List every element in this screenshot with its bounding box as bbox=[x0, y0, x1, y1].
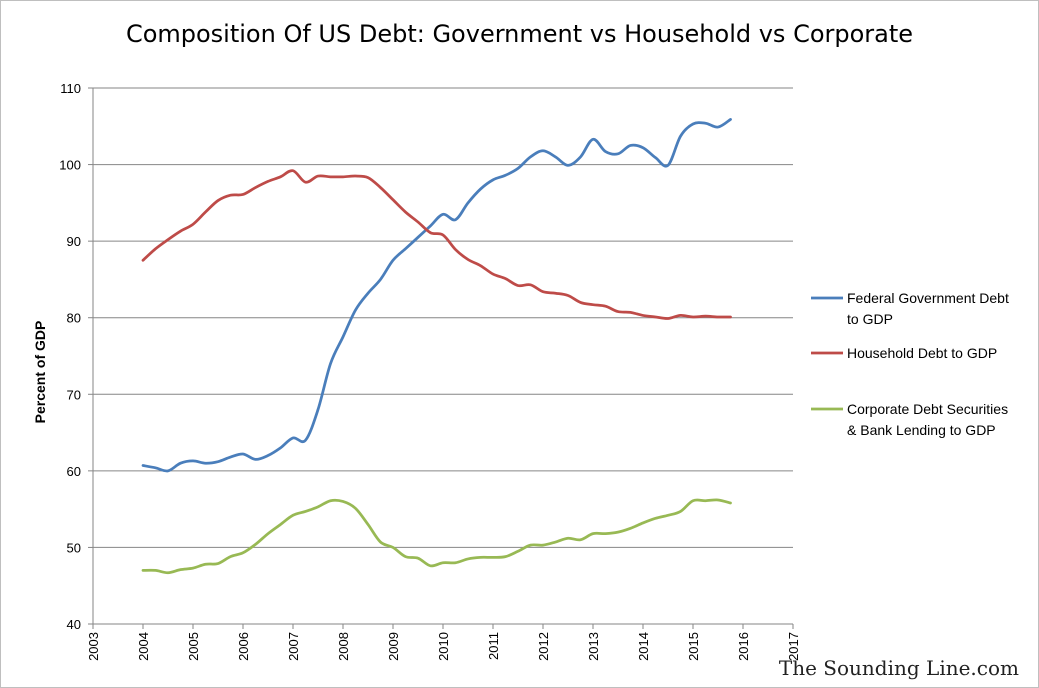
x-tick-label: 2005 bbox=[186, 632, 201, 661]
x-tick-label: 2012 bbox=[536, 632, 551, 661]
y-tick-label: 90 bbox=[67, 234, 81, 249]
x-tick-label: 2004 bbox=[136, 632, 151, 661]
chart-title: Composition Of US Debt: Government vs Ho… bbox=[125, 20, 914, 48]
x-tick-label: 2008 bbox=[336, 632, 351, 661]
x-tick-label: 2013 bbox=[586, 632, 601, 661]
legend-label-corporate-debt: & Bank Lending to GDP bbox=[847, 422, 996, 438]
x-tick-label: 2011 bbox=[486, 632, 501, 660]
watermark: The Sounding Line.com bbox=[778, 656, 1019, 680]
legend-label-household-debt: Household Debt to GDP bbox=[847, 345, 997, 361]
x-tick-label: 2014 bbox=[636, 632, 651, 661]
y-tick-label: 80 bbox=[67, 311, 81, 326]
legend-label-federal-debt: Federal Government Debt bbox=[847, 290, 1009, 306]
legend-label-corporate-debt: Corporate Debt Securities bbox=[847, 401, 1008, 417]
y-tick-label: 70 bbox=[67, 387, 81, 402]
y-tick-label: 60 bbox=[67, 464, 81, 479]
series-lines bbox=[141, 118, 732, 575]
x-tick-label: 2009 bbox=[386, 632, 401, 661]
series-line-federal-debt bbox=[141, 118, 732, 473]
x-tick-label: 2003 bbox=[86, 632, 101, 661]
gridlines bbox=[93, 87, 793, 548]
legend: Federal Government Debt to GDP Household D… bbox=[811, 290, 1009, 438]
y-tick-label: 100 bbox=[59, 158, 81, 173]
y-tick-label: 110 bbox=[60, 81, 81, 96]
x-tick-label: 2015 bbox=[686, 632, 701, 661]
axes: 40 50 60 70 80 90 100 110 2003 2004 2005 2006 2007 20… bbox=[59, 81, 801, 661]
series-line-household-debt bbox=[141, 169, 732, 320]
series-line-corporate-debt bbox=[141, 498, 732, 575]
legend-label-federal-debt: to GDP bbox=[847, 311, 893, 327]
x-tick-label: 2006 bbox=[236, 632, 251, 661]
x-tick-label: 2016 bbox=[736, 632, 751, 661]
x-tick-label: 2010 bbox=[436, 632, 451, 661]
x-tick-label: 2007 bbox=[286, 632, 301, 661]
x-tick-label: 2017 bbox=[786, 632, 801, 661]
y-tick-label: 50 bbox=[67, 540, 81, 555]
y-tick-label: 40 bbox=[67, 617, 81, 632]
